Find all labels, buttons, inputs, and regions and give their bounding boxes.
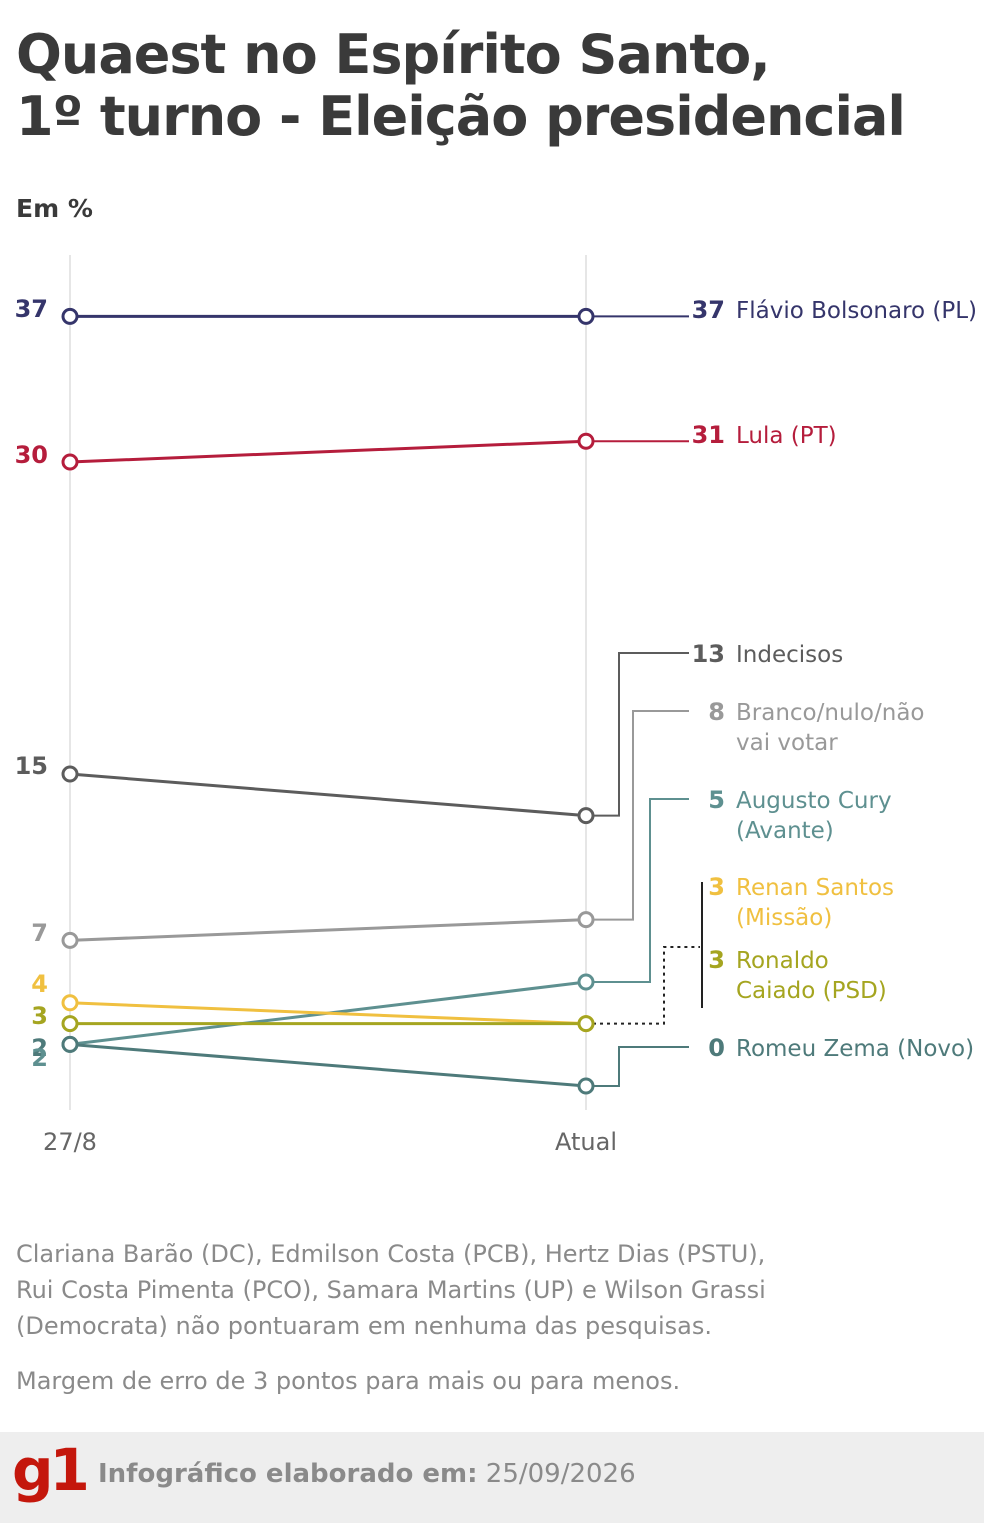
series-line-indecisos (69, 772, 587, 818)
marker-ronaldo-caiado-psd-start (61, 1015, 79, 1033)
credit-date: 25/09/2026 (485, 1459, 636, 1489)
end-value-label-ronaldo-caiado-psd: 3 (708, 946, 725, 974)
series-label-augusto-cury-avante-line-2: (Avante) (736, 818, 834, 844)
footer: g1 Infográfico elaborado em: 25/09/2026 (0, 1432, 984, 1523)
footnote-not-scored: Clariana Barão (DC), Edmilson Costa (PCB… (16, 1236, 916, 1344)
series-line-romeu-zema-novo (69, 1042, 587, 1088)
start-value-label-branco-nulo-nao-vai-votar: 7 (31, 919, 48, 947)
start-value-label-renan-santos-missao: 4 (31, 970, 48, 998)
start-value-label-ronaldo-caiado-psd: 3 (31, 1002, 48, 1030)
marker-flavio-bolsonaro-pl-start (61, 307, 79, 325)
series-label-ronaldo-caiado-psd-line-2: Caiado (PSD) (736, 978, 887, 1004)
marker-renan-santos-missao-start (61, 994, 79, 1012)
marker-romeu-zema-novo-end (577, 1077, 595, 1095)
end-value-label-branco-nulo-nao-vai-votar: 8 (708, 698, 725, 726)
connector-indecisos (586, 652, 689, 817)
marker-branco-nulo-nao-vai-votar-start (61, 931, 79, 949)
series-label-augusto-cury-avante-line-1: Augusto Cury (736, 788, 892, 814)
series-label-branco-nulo-nao-vai-votar-line-2: vai votar (736, 730, 838, 756)
footnote-line-3: (Democrata) não pontuaram em nenhuma das… (16, 1312, 712, 1340)
series-lula-pt (69, 439, 587, 464)
start-value-label-indecisos: 15 (15, 752, 48, 780)
series-label-ronaldo-caiado-psd-line-1: Ronaldo (736, 948, 829, 974)
series-label-romeu-zema-novo-line-1: Romeu Zema (Novo) (736, 1036, 974, 1062)
end-value-label-indecisos: 13 (692, 640, 725, 668)
series-indecisos (69, 772, 587, 818)
series-label-flavio-bolsonaro-pl-line-1: Flávio Bolsonaro (PL) (736, 298, 977, 324)
g1-logo: g1 (12, 1436, 90, 1504)
marker-ronaldo-caiado-psd-end (577, 1015, 595, 1033)
series-renan-santos-missao (69, 1001, 587, 1026)
connector-tied-group (586, 946, 700, 1025)
end-value-label-renan-santos-missao: 3 (708, 873, 725, 901)
marker-augusto-cury-avante-end (577, 973, 595, 991)
chart-title-line-1: Quaest no Espírito Santo, (16, 23, 771, 86)
x-tick-label: Atual (555, 1128, 617, 1156)
unit-label: Em % (16, 194, 93, 223)
marker-flavio-bolsonaro-pl-end (577, 307, 595, 325)
series-line-renan-santos-missao (69, 1001, 587, 1026)
start-value-label-lula-pt: 30 (15, 441, 48, 469)
series-label-indecisos-line-1: Indecisos (736, 642, 843, 668)
series-label-renan-santos-missao-line-2: (Missão) (736, 905, 832, 931)
connector-branco-nulo-nao-vai-votar (586, 710, 689, 921)
end-value-label-flavio-bolsonaro-pl: 37 (692, 296, 725, 324)
series-line-lula-pt (69, 439, 587, 464)
series-romeu-zema-novo (69, 1042, 587, 1088)
series-line-branco-nulo-nao-vai-votar (69, 918, 587, 942)
chart-title: Quaest no Espírito Santo, 1º turno - Ele… (16, 24, 966, 148)
marker-lula-pt-end (577, 432, 595, 450)
footnote-line-1: Clariana Barão (DC), Edmilson Costa (PCB… (16, 1240, 766, 1268)
series-label-lula-pt-line-1: Lula (PT) (736, 423, 837, 449)
end-value-label-romeu-zema-novo: 0 (708, 1034, 725, 1062)
series-label-branco-nulo-nao-vai-votar-line-1: Branco/nulo/não (736, 700, 924, 726)
marker-branco-nulo-nao-vai-votar-end (577, 911, 595, 929)
marker-lula-pt-start (61, 453, 79, 471)
end-value-label-augusto-cury-avante: 5 (708, 786, 725, 814)
margin-of-error-note: Margem de erro de 3 pontos para mais ou … (16, 1367, 681, 1395)
series-label-renan-santos-missao-line-1: Renan Santos (736, 875, 894, 901)
credit-label: Infográfico elaborado em: (98, 1459, 478, 1489)
connector-augusto-cury-avante (586, 798, 689, 983)
x-tick-label: 27/8 (43, 1128, 97, 1156)
series-branco-nulo-nao-vai-votar (69, 918, 587, 942)
marker-indecisos-end (577, 807, 595, 825)
start-value-label-romeu-zema-novo: 2 (31, 1034, 48, 1062)
start-value-label-augusto-cury-romeu-zema: 2 (31, 1044, 48, 1072)
end-value-label-lula-pt: 31 (692, 421, 725, 449)
start-value-label-flavio-bolsonaro-pl: 37 (15, 295, 48, 323)
credit: Infográfico elaborado em: 25/09/2026 (98, 1459, 636, 1489)
marker-romeu-zema-novo-start (61, 1035, 79, 1053)
footnote-line-2: Rui Costa Pimenta (PCO), Samara Martins … (16, 1276, 766, 1304)
marker-indecisos-start (61, 765, 79, 783)
chart-title-line-2: 1º turno - Eleição presidencial (16, 85, 906, 148)
connector-romeu-zema-novo (586, 1046, 689, 1087)
